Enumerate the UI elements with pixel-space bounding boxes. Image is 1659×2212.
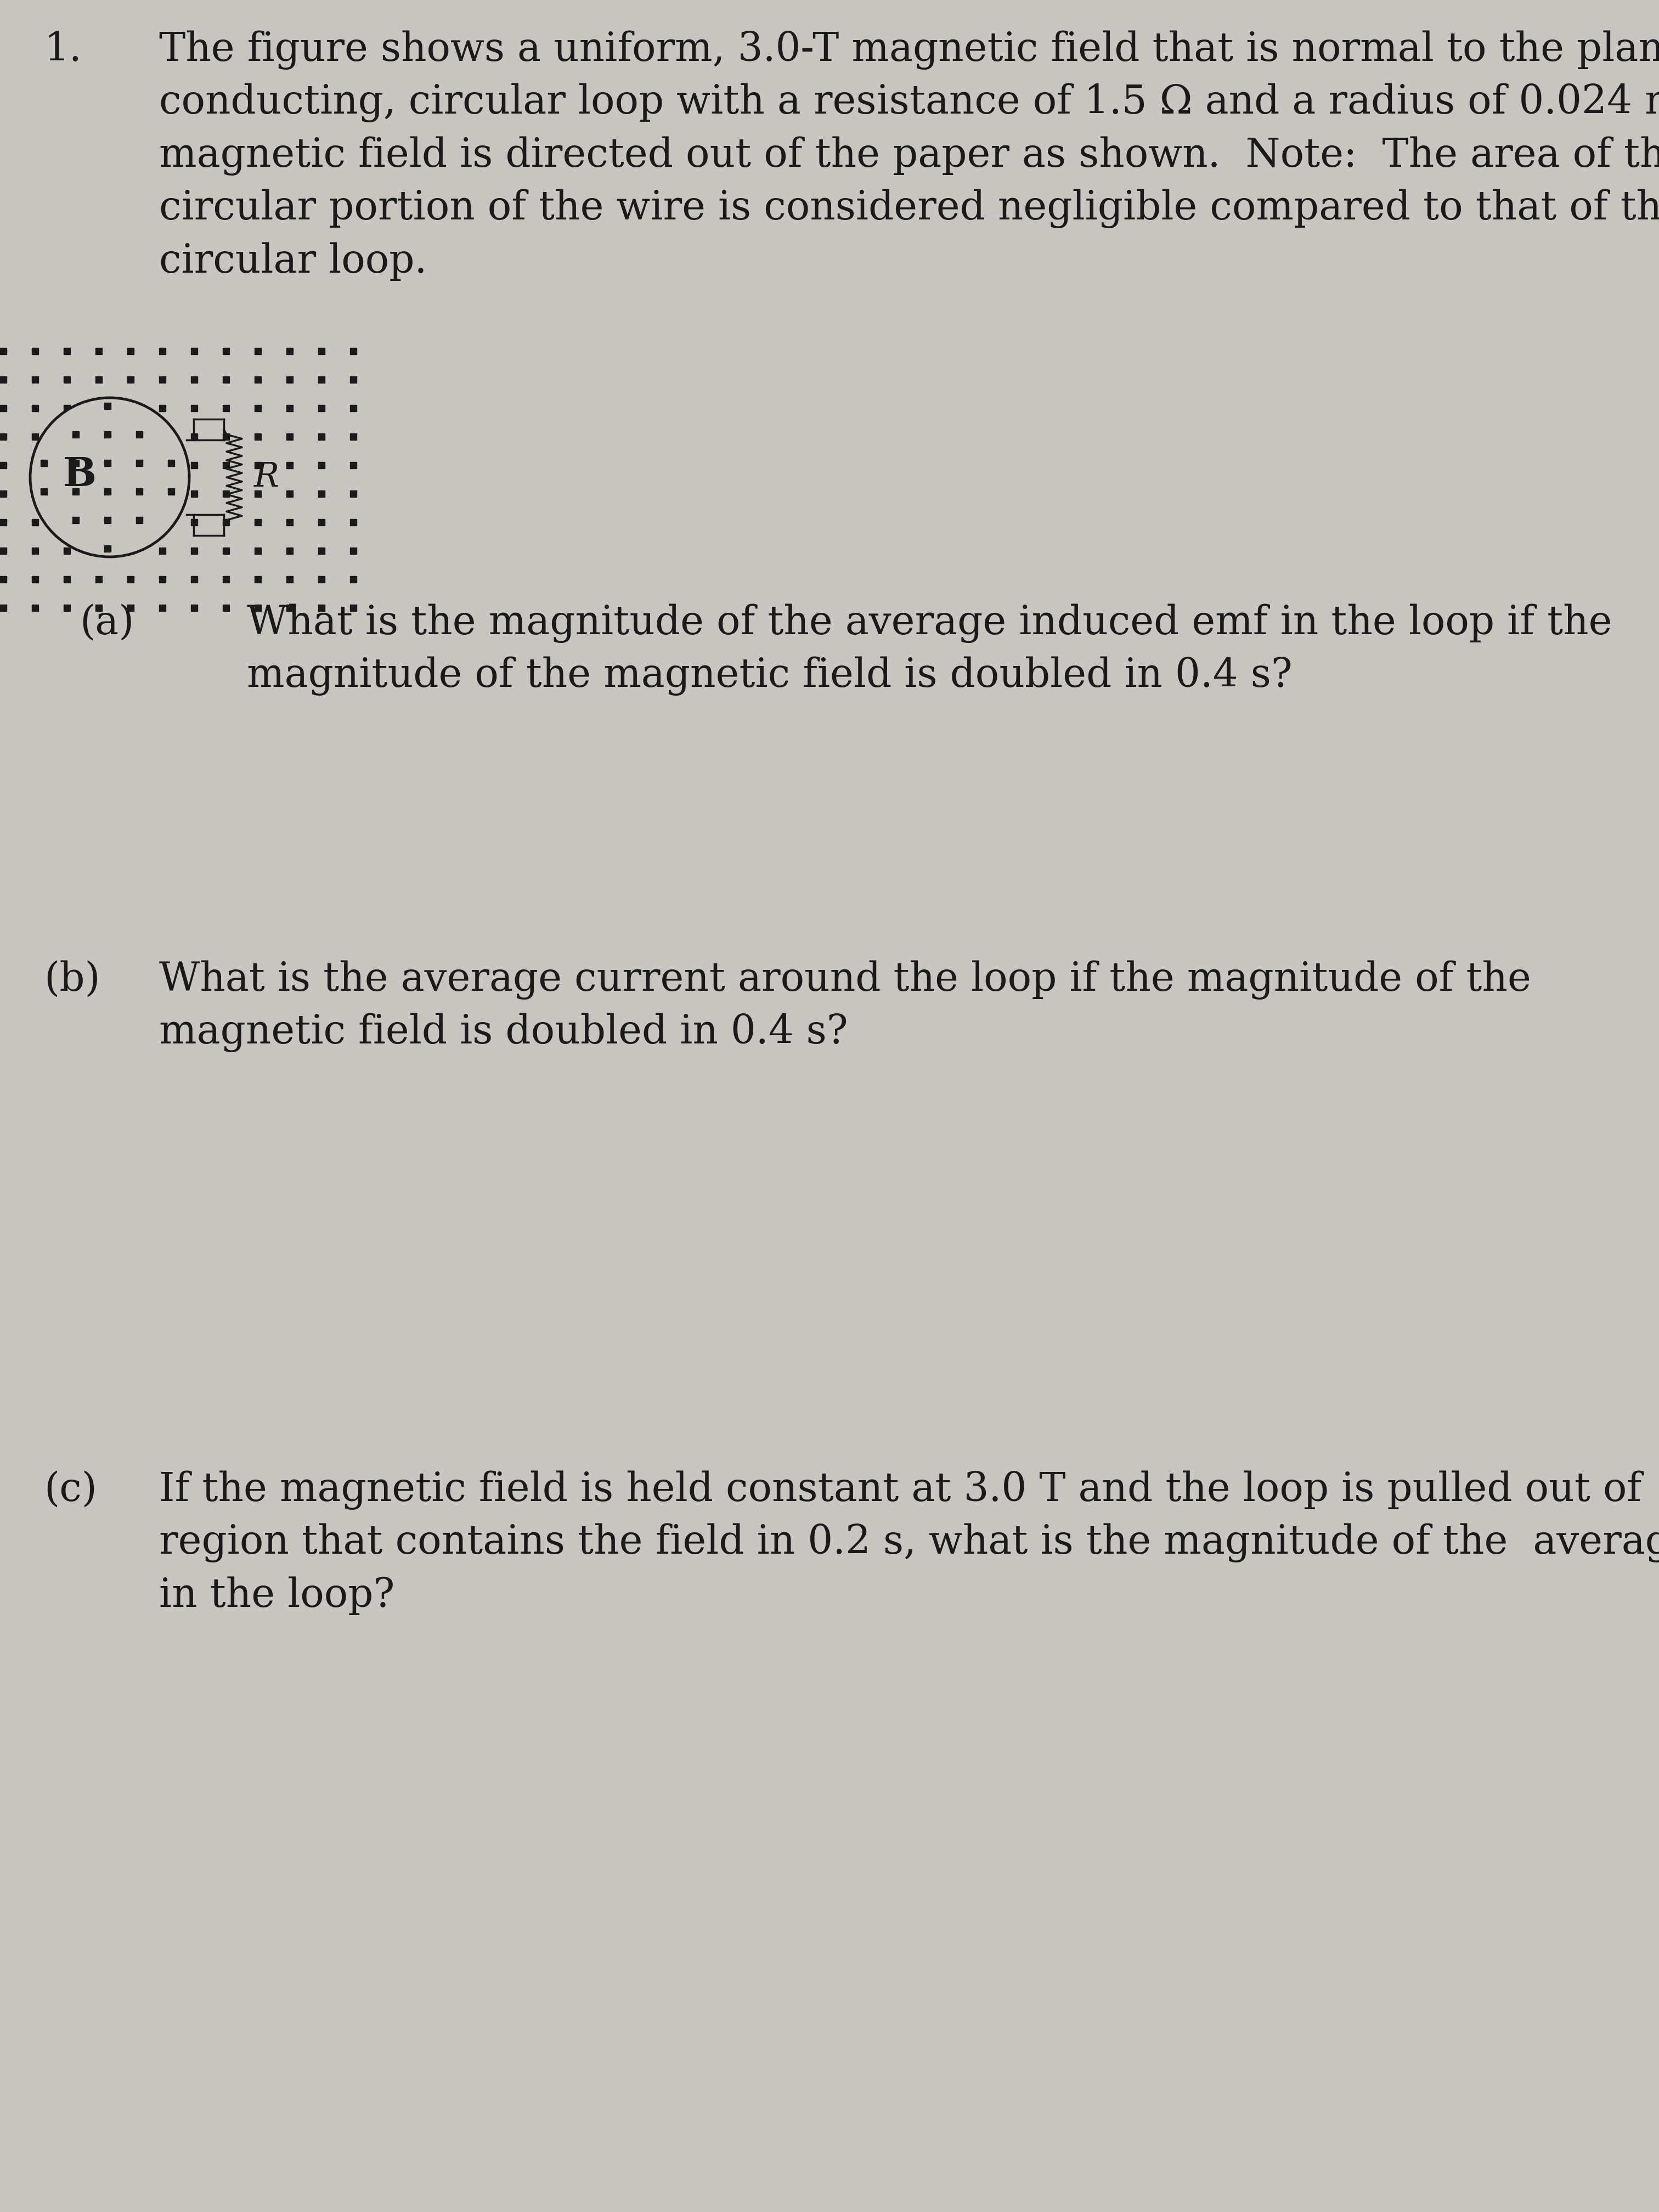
Text: The figure shows a uniform, 3.0-T magnetic field that is normal to the plane of : The figure shows a uniform, 3.0-T magnet… <box>159 31 1659 281</box>
Text: (c): (c) <box>43 1471 96 1509</box>
Circle shape <box>30 398 189 557</box>
Text: If the magnetic field is held constant at 3.0 T and the loop is pulled out of  t: If the magnetic field is held constant a… <box>159 1471 1659 1615</box>
Text: (a): (a) <box>80 604 134 641</box>
Text: 1.: 1. <box>43 31 81 69</box>
Text: (b): (b) <box>43 960 100 1000</box>
Text: B: B <box>63 456 96 493</box>
Text: R: R <box>254 460 279 493</box>
Text: What is the average current around the loop if the magnitude of the
magnetic fie: What is the average current around the l… <box>159 960 1531 1053</box>
Text: What is the magnitude of the average induced emf in the loop if the
magnitude of: What is the magnitude of the average ind… <box>247 604 1613 695</box>
